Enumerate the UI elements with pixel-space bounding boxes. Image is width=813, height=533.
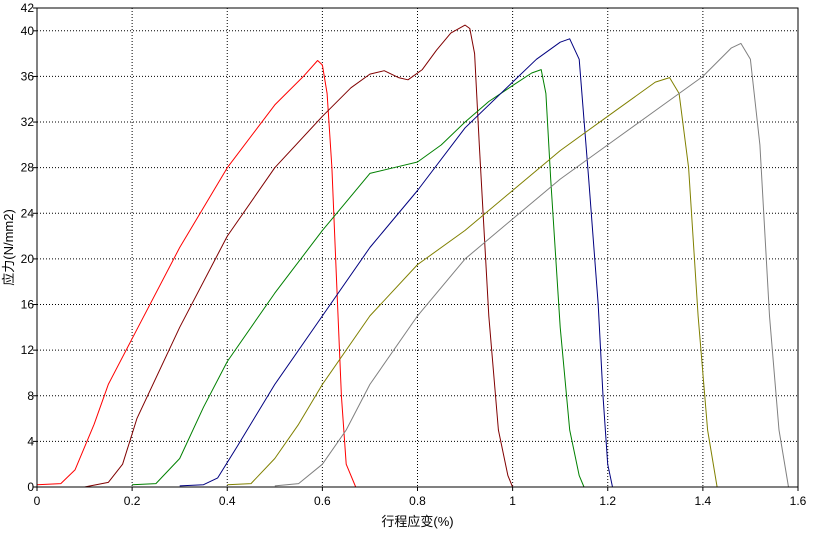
series-line-3 <box>132 69 585 488</box>
x-tick-label: 1.2 <box>599 494 616 508</box>
x-axis-title: 行程应变(%) <box>381 514 453 529</box>
x-tick-label: 0.4 <box>219 494 236 508</box>
series-line-4 <box>179 38 613 488</box>
series-line-5 <box>227 77 718 488</box>
y-tick-label: 20 <box>21 252 35 266</box>
x-tick-label: 0.2 <box>124 494 141 508</box>
grid-lines <box>37 8 798 487</box>
series-line-1 <box>36 60 357 488</box>
y-tick-label: 36 <box>21 69 35 83</box>
y-tick-label: 42 <box>21 1 35 15</box>
x-tick-label: 1.4 <box>695 494 712 508</box>
y-tick-label: 40 <box>21 24 35 38</box>
x-tick-label: 1.6 <box>790 494 807 508</box>
series-line-6 <box>274 42 789 488</box>
x-tick-label: 1 <box>509 494 516 508</box>
y-tick-label: 16 <box>21 298 35 312</box>
y-tick-label: 4 <box>27 434 34 448</box>
y-tick-label: 0 <box>27 480 34 494</box>
y-tick-label: 12 <box>21 343 35 357</box>
x-tick-label: 0.8 <box>409 494 426 508</box>
y-axis-title: 应力(N/mm2) <box>1 209 16 286</box>
y-tick-label: 28 <box>21 161 35 175</box>
y-tick-label: 24 <box>21 206 35 220</box>
x-tick-label: 0.6 <box>314 494 331 508</box>
series-line-2 <box>84 24 514 488</box>
y-tick-label: 8 <box>27 389 34 403</box>
y-tick-label: 32 <box>21 115 35 129</box>
data-series <box>36 24 789 488</box>
x-tick-label: 0 <box>34 494 41 508</box>
axis-ticks: 0 0.2 0.4 0.6 0.8 1 1.2 1.4 1.6 0 4 8 12 16 20 24 28 32 36… <box>21 1 807 508</box>
